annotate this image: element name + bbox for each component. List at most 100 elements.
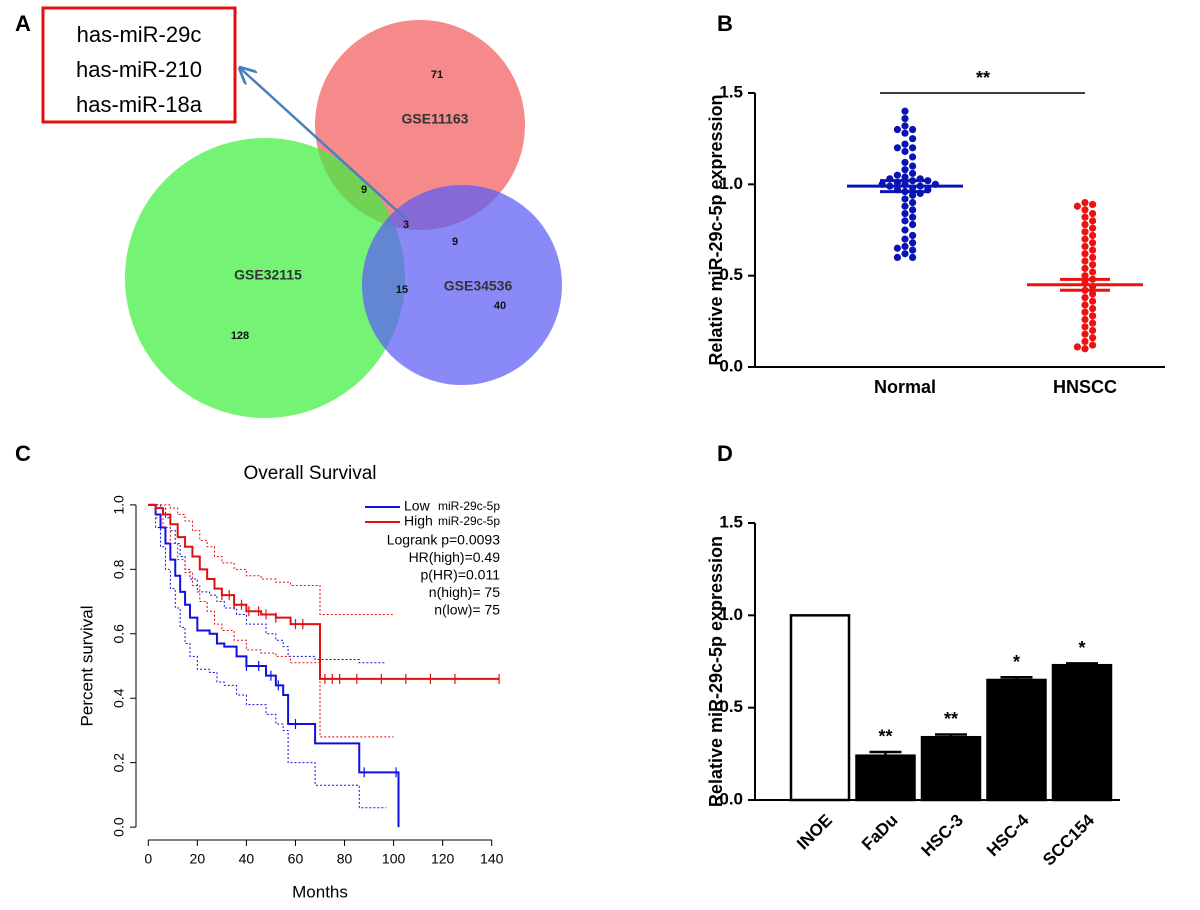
data-point xyxy=(1089,268,1097,276)
data-point xyxy=(901,166,909,174)
data-point xyxy=(1081,199,1089,207)
data-point xyxy=(1089,304,1097,313)
venn-set xyxy=(315,20,525,230)
data-point xyxy=(901,147,909,156)
significance: ** xyxy=(878,727,892,747)
data-point xyxy=(893,244,902,252)
legend-sublabel: miR-29c-5p xyxy=(438,514,500,528)
data-point xyxy=(909,169,917,177)
data-point xyxy=(901,158,909,167)
region-count: 40 xyxy=(494,300,506,312)
x-tick-label: Normal xyxy=(874,377,936,397)
y-tick-label: 0.6 xyxy=(111,624,127,644)
x-tick-label: 100 xyxy=(382,851,406,867)
y-tick-label: 1.5 xyxy=(719,512,743,531)
x-tick-label: FaDu xyxy=(858,811,901,854)
y-tick-label: 1.0 xyxy=(111,495,127,515)
y-tick-label: 0.0 xyxy=(111,817,127,837)
data-point xyxy=(909,213,917,221)
data-point xyxy=(909,253,917,261)
x-tick-label: HSC-4 xyxy=(983,810,1033,860)
bar xyxy=(1051,663,1113,802)
data-point xyxy=(901,235,909,243)
data-point xyxy=(893,171,902,179)
data-point xyxy=(909,191,917,199)
data-point xyxy=(1081,235,1089,243)
data-point xyxy=(909,153,917,161)
y-tick-label: 1.5 xyxy=(719,82,743,101)
ci-lower xyxy=(148,504,387,809)
data-point xyxy=(909,220,917,229)
data-point xyxy=(1073,202,1081,210)
data-point xyxy=(909,231,917,240)
stat-text: n(low)= 75 xyxy=(434,602,500,618)
stat-text: p(HR)=0.011 xyxy=(420,567,500,583)
venn-set xyxy=(362,185,562,385)
highlight-box xyxy=(41,6,237,124)
data-point xyxy=(1089,200,1097,209)
stat-text: Logrank p=0.0093 xyxy=(387,532,500,548)
data-point xyxy=(1081,206,1089,214)
data-point xyxy=(1081,250,1089,258)
data-point xyxy=(1081,345,1089,353)
set-label: GSE34536 xyxy=(444,278,513,294)
data-point xyxy=(901,140,909,148)
data-point xyxy=(1081,293,1089,302)
data-point xyxy=(901,250,909,258)
data-point xyxy=(1089,217,1097,225)
y-axis-label: Relative miR-29c-5p expression xyxy=(706,94,726,365)
stat-text: HR(high)=0.49 xyxy=(409,549,501,565)
panel-label: B xyxy=(717,11,733,36)
bar xyxy=(855,754,916,802)
data-point xyxy=(1089,334,1097,342)
data-point xyxy=(1081,323,1089,331)
data-point xyxy=(901,107,909,115)
arrow xyxy=(240,68,406,219)
y-axis-label: Percent survival xyxy=(77,606,96,727)
survival-curve xyxy=(148,503,400,828)
data-point xyxy=(1081,337,1089,346)
x-tick-label: 140 xyxy=(480,851,504,867)
data-point xyxy=(1089,290,1097,298)
data-point xyxy=(909,135,917,143)
data-point xyxy=(901,114,909,123)
data-point xyxy=(1081,257,1089,265)
data-point xyxy=(1089,319,1097,327)
data-point xyxy=(909,239,917,247)
data-point xyxy=(901,209,909,218)
panel-label: D xyxy=(717,441,733,466)
data-point xyxy=(1081,308,1089,316)
venn-set xyxy=(125,138,405,418)
survival-curve xyxy=(148,503,500,680)
data-point xyxy=(1089,239,1097,247)
x-tick-label: 120 xyxy=(431,851,455,867)
y-tick-label: 0.5 xyxy=(719,697,743,716)
highlight-item: has-miR-29c xyxy=(77,22,202,47)
data-point xyxy=(893,144,902,152)
region-count: 128 xyxy=(231,330,249,342)
data-point xyxy=(1081,220,1089,229)
y-tick-label: 0.5 xyxy=(719,265,743,284)
data-point xyxy=(893,125,902,134)
data-point xyxy=(909,125,917,134)
significance: ** xyxy=(976,68,990,88)
significance: ** xyxy=(944,709,958,729)
y-tick-label: 0.0 xyxy=(719,789,743,808)
legend-sublabel: miR-29c-5p xyxy=(438,499,500,513)
set-label: GSE32115 xyxy=(234,267,302,283)
data-point xyxy=(1081,272,1089,280)
data-point xyxy=(1081,315,1089,324)
region-count: 71 xyxy=(431,69,443,81)
x-axis-label: Months xyxy=(292,882,348,901)
data-point xyxy=(1081,242,1089,251)
data-point xyxy=(1089,312,1097,320)
region-count: 3 xyxy=(403,219,409,231)
region-count: 15 xyxy=(396,284,408,296)
data-point xyxy=(1089,224,1097,232)
highlight-item: has-miR-18a xyxy=(76,92,203,117)
y-tick-label: 0.4 xyxy=(111,688,127,708)
bar xyxy=(920,735,982,802)
data-point xyxy=(1081,301,1089,309)
